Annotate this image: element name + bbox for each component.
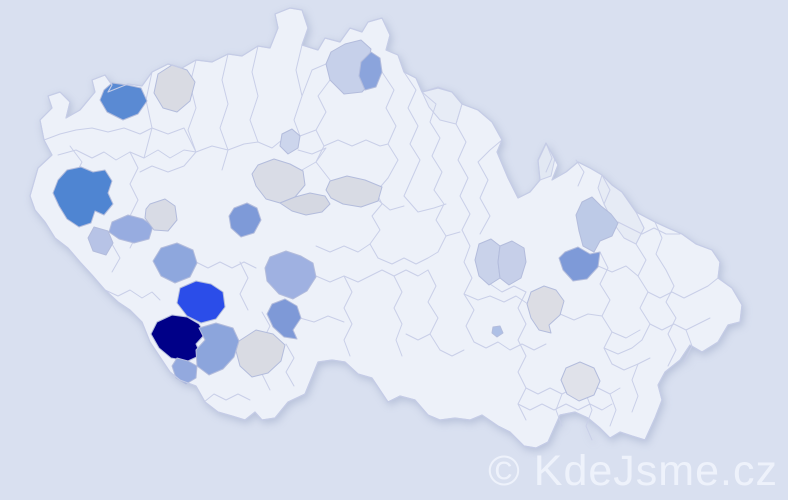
district-border-line xyxy=(463,293,529,305)
district-border-line xyxy=(439,349,465,357)
district-border-line xyxy=(301,63,327,97)
highlighted-district-r16[interactable] xyxy=(266,298,302,340)
highlighted-district-r4[interactable] xyxy=(358,51,383,91)
highlighted-district-r28[interactable] xyxy=(560,361,601,402)
highlighted-district-r17[interactable] xyxy=(176,280,226,324)
district-border-line xyxy=(104,289,161,301)
district-border-line xyxy=(285,343,295,387)
highlighted-district-r12[interactable] xyxy=(144,198,178,232)
district-border-line xyxy=(555,393,563,427)
district-border-line xyxy=(299,315,345,323)
district-border-line xyxy=(403,71,421,197)
district-border-line xyxy=(111,243,121,273)
district-border-line xyxy=(143,71,153,159)
district-border-line xyxy=(559,313,603,321)
district-border-line xyxy=(455,103,471,231)
highlighted-district-r24[interactable] xyxy=(575,196,619,253)
highlighted-district-r5[interactable] xyxy=(279,128,301,155)
highlighted-district-r10[interactable] xyxy=(108,214,154,244)
district-border-line xyxy=(611,357,651,371)
highlighted-district-r19[interactable] xyxy=(195,322,240,376)
district-border-line xyxy=(301,161,317,171)
district-border-line xyxy=(405,333,431,341)
district-border-line xyxy=(517,403,613,411)
district-border-line xyxy=(315,243,371,253)
highlighted-district-r13[interactable] xyxy=(152,242,198,284)
district-border-line xyxy=(461,229,475,343)
district-border-line xyxy=(599,251,613,365)
highlighted-district-r23[interactable] xyxy=(497,240,527,286)
watermark-copyright: © KdeJsme.cz xyxy=(488,447,778,495)
district-border-line xyxy=(421,91,443,191)
district-border-line xyxy=(323,139,389,147)
district-border-line xyxy=(545,142,553,173)
district-border-line xyxy=(611,329,641,339)
district-border-line xyxy=(249,45,259,143)
district-border-line xyxy=(649,317,711,331)
district-border-line xyxy=(647,277,719,299)
highlighted-district-r20[interactable] xyxy=(171,357,198,385)
district-border-line xyxy=(433,189,447,253)
district-border-line xyxy=(381,71,399,179)
district-border-line xyxy=(315,269,429,283)
district-border-line xyxy=(427,269,441,351)
district-border-line xyxy=(43,127,153,141)
district-border-line xyxy=(219,53,229,171)
district-border-line xyxy=(151,127,197,153)
district-border-line xyxy=(203,393,251,403)
highlighted-district-r11[interactable] xyxy=(87,226,114,256)
district-border-line xyxy=(377,199,405,211)
district-border-line xyxy=(393,275,403,357)
district-border-line xyxy=(343,275,353,357)
district-border-line xyxy=(187,59,197,153)
highlighted-district-r8[interactable] xyxy=(325,175,383,208)
highlighted-district-r7[interactable] xyxy=(279,192,331,216)
highlighted-district-r9[interactable] xyxy=(52,166,114,228)
highlighted-district-r21[interactable] xyxy=(235,329,286,378)
highlighted-district-r25[interactable] xyxy=(558,246,601,282)
district-border-line xyxy=(489,283,527,293)
highlighted-district-r1[interactable] xyxy=(99,82,148,121)
district-border-line xyxy=(299,129,317,137)
district-border-line xyxy=(585,393,593,441)
district-border-line xyxy=(603,339,643,355)
district-border-line xyxy=(377,251,439,265)
district-border-line xyxy=(239,261,249,311)
district-border-line xyxy=(403,195,447,213)
district-border-line xyxy=(631,363,639,413)
country-outline xyxy=(29,7,743,449)
district-border-line xyxy=(139,151,197,173)
highlighted-district-r26[interactable] xyxy=(526,285,565,334)
district-border-line xyxy=(477,139,503,235)
district-border-line xyxy=(195,261,257,269)
district-border-line xyxy=(597,265,639,277)
highlighted-district-r15[interactable] xyxy=(264,250,317,300)
district-border-line xyxy=(575,159,585,187)
district-border-line xyxy=(601,174,611,205)
highlighted-district-r27[interactable] xyxy=(491,325,504,338)
highlighted-district-r14[interactable] xyxy=(228,202,262,238)
district-border-line xyxy=(609,393,617,427)
district-border-line xyxy=(445,231,461,237)
district-border-line xyxy=(195,139,283,153)
district-border-line xyxy=(473,341,547,351)
district-border-line xyxy=(517,291,527,421)
district-border-line xyxy=(617,221,681,235)
district-border-line xyxy=(665,269,677,367)
district-border-line xyxy=(297,147,327,163)
